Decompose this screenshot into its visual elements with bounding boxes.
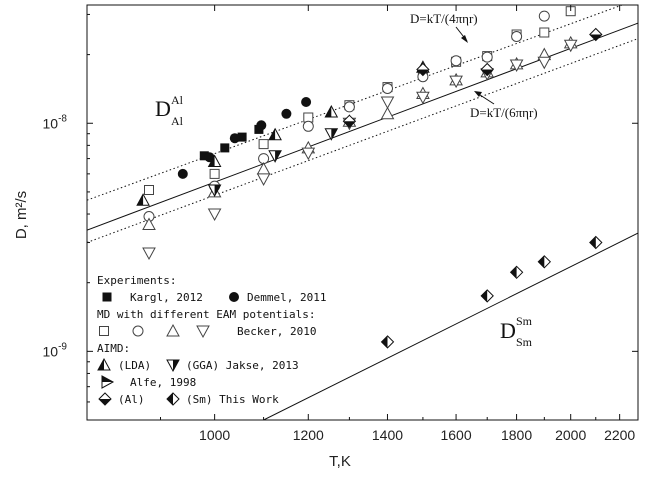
x-tick-label-1000: 1000 — [199, 427, 230, 443]
point-becker-2010-set-1-3 — [303, 112, 314, 123]
point-sm-this-work-4 — [589, 236, 603, 249]
point-demmel-2011-5 — [301, 97, 312, 107]
y-tick-label--9: 10-9 — [43, 341, 68, 359]
point-kargl-2012-1 — [220, 143, 230, 153]
point-gga-jakse-2013-1 — [268, 150, 282, 163]
stokes-4-arrowhead — [461, 35, 468, 43]
x-axis-ticks: 1000 1200 1400 1600 1800 2000 2200 — [160, 5, 635, 443]
legend-label-demmel: Demmel, 2011 — [247, 291, 326, 304]
stokes-4-label: D=kT/(4πηr) — [410, 11, 478, 26]
point-becker-2010-set-1-10 — [539, 27, 550, 38]
legend-marker-lda — [97, 358, 111, 371]
point-lda-3 — [324, 105, 338, 118]
legend-marker-demmel — [229, 292, 239, 302]
x-tick-label-1400: 1400 — [372, 427, 403, 443]
point-al-this-work-3 — [589, 28, 603, 41]
line-fit — [87, 22, 638, 231]
legend-label-sm: (Sm) This Work — [186, 393, 279, 406]
point-becker-2010-set-2-5 — [382, 83, 393, 94]
point-becker-2010-set-2-4 — [343, 101, 355, 113]
legend-marker-becker-2 — [132, 325, 144, 337]
y-axis-ticks: 10-9 10-8 — [43, 13, 638, 403]
data-points — [136, 6, 603, 349]
point-becker-2010-set-4-0 — [142, 247, 156, 260]
point-becker-2010-set-1-1 — [209, 168, 220, 179]
x-axis-title: T,K — [329, 453, 351, 470]
point-becker-2010-set-1-0 — [144, 185, 154, 195]
point-becker-2010-set-4-2 — [257, 173, 271, 186]
point-becker-2010-set-4-10 — [537, 56, 551, 69]
series-becker-2010-set-4 — [142, 39, 578, 260]
legend-marker-sm — [166, 392, 180, 406]
legend-title-md: MD with different EAM potentials: — [97, 308, 316, 321]
legend-label-lda: (LDA) — [118, 359, 151, 372]
point-becker-2010-set-4-1 — [208, 208, 222, 221]
legend-label-gga: (GGA) Jakse, 2013 — [186, 359, 299, 372]
point-becker-2010-set-2-8 — [481, 51, 493, 63]
legend-marker-al — [98, 392, 112, 406]
legend-marker-alfe — [101, 375, 114, 389]
legend-title-experiments: Experiments: — [97, 274, 176, 287]
y-axis-title: D, m²/s — [13, 191, 30, 239]
point-becker-2010-set-4-5 — [381, 96, 394, 109]
legend-marker-becker-1 — [99, 326, 109, 336]
point-demmel-2011-2 — [229, 133, 240, 144]
point-demmel-2011-3 — [256, 120, 267, 131]
point-demmel-2011-4 — [281, 108, 292, 119]
x-tick-label-2000: 2000 — [555, 427, 586, 443]
point-demmel-2011-0 — [177, 168, 188, 179]
point-sm-this-work-3 — [537, 255, 551, 269]
point-becker-2010-set-4-3 — [301, 147, 315, 160]
point-becker-2010-set-2-7 — [450, 55, 462, 67]
legend-marker-becker-4 — [196, 325, 210, 338]
legend-marker-gga — [166, 359, 180, 372]
point-becker-2010-set-3-2 — [257, 162, 271, 175]
svg-text:Al: Al — [171, 114, 184, 128]
point-gga-jakse-2013-2 — [324, 128, 338, 141]
plot-frame — [86, 4, 639, 421]
point-becker-2010-set-2-3 — [302, 120, 314, 132]
series-sm-this-work — [381, 236, 603, 349]
y-tick-label--8: 10-8 — [43, 113, 68, 131]
point-becker-2010-set-3-5 — [381, 107, 394, 120]
svg-text:Sm: Sm — [516, 335, 533, 349]
legend-label-al: (Al) — [118, 393, 145, 406]
legend-label-alfe: Alfe, 1998 — [130, 376, 196, 389]
stokes-6-label: D=kT/(6πηr) — [470, 105, 538, 120]
legend-label-kargl: Kargl, 2012 — [130, 291, 203, 304]
line-sm-fit — [263, 232, 638, 420]
x-tick-label-1600: 1600 — [440, 427, 471, 443]
point-sm-this-work-1 — [480, 289, 494, 303]
fit-lines — [87, 5, 638, 420]
point-becker-2010-set-3-0 — [142, 218, 156, 230]
legend: Experiments: Kargl, 2012 Demmel, 2011 MD… — [97, 274, 326, 406]
stokes-6-arrowhead — [474, 91, 482, 97]
point-lda-0 — [136, 193, 150, 206]
x-tick-label-2200: 2200 — [604, 427, 635, 443]
svg-text:Sm: Sm — [516, 314, 533, 328]
point-becker-2010-set-2-10 — [538, 10, 550, 22]
d-al-label: D Al Al — [155, 93, 184, 128]
svg-text:D: D — [155, 96, 171, 121]
line-stokes6 — [87, 38, 638, 243]
series-becker-2010-set-3 — [142, 36, 578, 230]
svg-text:D: D — [500, 318, 516, 343]
d-sm-label: D Sm Sm — [500, 314, 533, 349]
legend-marker-kargl — [102, 292, 112, 302]
point-sm-this-work-2 — [510, 265, 524, 279]
legend-marker-becker-3 — [166, 324, 180, 337]
point-sm-this-work-0 — [381, 335, 394, 349]
svg-text:Al: Al — [171, 93, 184, 107]
x-tick-label-1800: 1800 — [501, 427, 532, 443]
point-becker-2010-set-1-2 — [258, 139, 269, 150]
legend-title-aimd: AIMD: — [97, 342, 130, 355]
x-tick-label-1200: 1200 — [293, 427, 324, 443]
legend-label-becker: Becker, 2010 — [237, 325, 316, 338]
point-becker-2010-set-2-9 — [511, 31, 523, 42]
